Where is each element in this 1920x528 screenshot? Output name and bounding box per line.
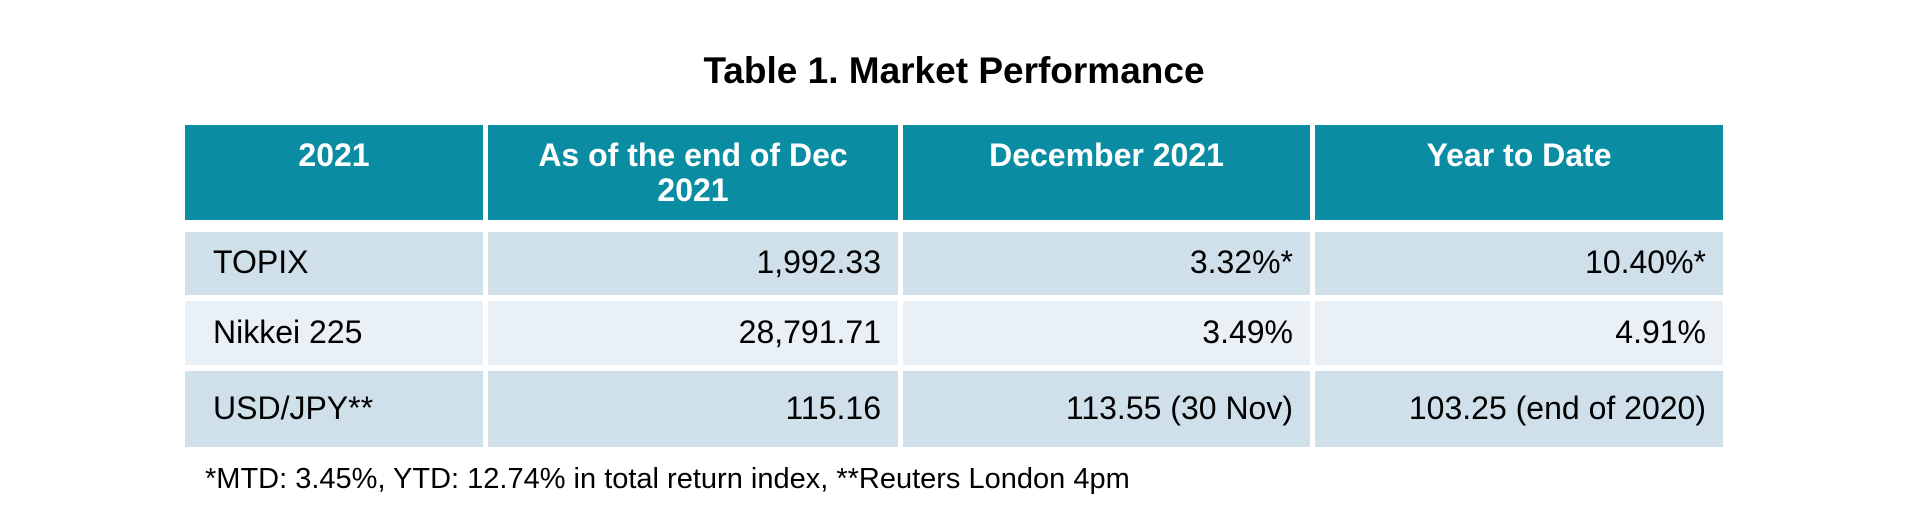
column-header-year-to-date: Year to Date	[1315, 124, 1723, 226]
column-header-december-2021: December 2021	[903, 124, 1310, 226]
column-header-year: 2021	[185, 124, 483, 226]
cell-value: 1,992.33	[488, 231, 898, 295]
row-label: USD/JPY**	[185, 370, 483, 447]
cell-value: 103.25 (end of 2020)	[1315, 370, 1723, 447]
row-label: Nikkei 225	[185, 300, 483, 365]
table-row-topix: TOPIX 1,992.33 3.32%* 10.40%*	[185, 231, 1723, 295]
table-title: Table 1. Market Performance	[703, 50, 1205, 91]
cell-value: 115.16	[488, 370, 898, 447]
market-performance-table: 2021 As of the end of Dec 2021 December …	[180, 119, 1728, 453]
table-section: Table 1. Market Performance 2021 As of t…	[180, 50, 1728, 496]
cell-value: 4.91%	[1315, 300, 1723, 365]
table-row-usdjpy: USD/JPY** 115.16 113.55 (30 Nov) 103.25 …	[185, 370, 1723, 447]
header-row: 2021 As of the end of Dec 2021 December …	[185, 124, 1723, 226]
cell-value: 28,791.71	[488, 300, 898, 365]
cell-value: 3.49%	[903, 300, 1310, 365]
row-label: TOPIX	[185, 231, 483, 295]
table-footnote: *MTD: 3.45%, YTD: 12.74% in total return…	[205, 462, 1130, 495]
column-header-end-of-dec: As of the end of Dec 2021	[488, 124, 898, 226]
cell-value: 10.40%*	[1315, 231, 1723, 295]
table-row-nikkei-225: Nikkei 225 28,791.71 3.49% 4.91%	[185, 300, 1723, 365]
cell-value: 3.32%*	[903, 231, 1310, 295]
cell-value: 113.55 (30 Nov)	[903, 370, 1310, 447]
